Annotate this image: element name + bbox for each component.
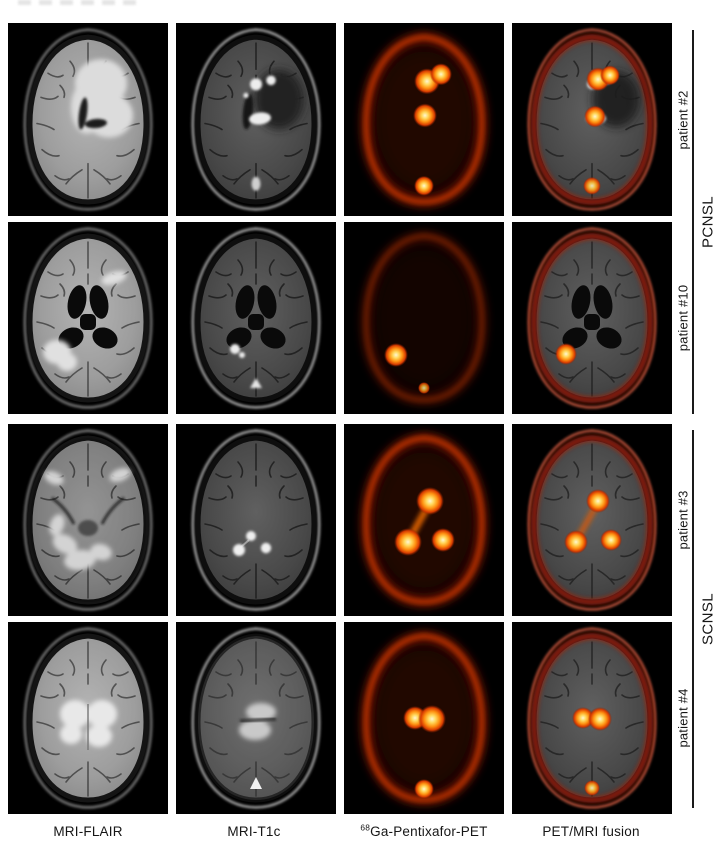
column-label-pet-mri-fusion: PET/MRI fusion (542, 824, 640, 839)
scan-pet-patient-4 (344, 622, 504, 814)
column-label-mri-t1c: MRI-T1c (227, 824, 281, 839)
group-label-scnsl: SCNSL (699, 592, 717, 646)
scan-mri-t1c-patient-4 (176, 622, 336, 814)
group-label-pcnsl: PCNSL (699, 195, 717, 249)
scan-pet-patient-3 (344, 424, 504, 616)
scan-pet-patient-10 (344, 222, 504, 414)
group-bracket-pcnsl (692, 30, 694, 414)
scan-mri-flair-patient-4 (8, 622, 168, 814)
scan-mri-t1c-patient-10 (176, 222, 336, 414)
pet-label-text: Ga-Pentixafor-PET (370, 824, 488, 839)
scan-fusion-patient-3 (512, 424, 672, 616)
scan-mri-flair-patient-10 (8, 222, 168, 414)
scan-mri-flair-patient-3 (8, 424, 168, 616)
scan-mri-t1c-patient-2 (176, 23, 336, 216)
group-bracket-scnsl (692, 430, 694, 808)
isotope-superscript: 68 (360, 822, 371, 833)
scan-fusion-patient-2 (512, 23, 672, 216)
patient-label-10: patient #10 (675, 284, 691, 352)
column-label-pentixafor-pet: 68Ga-Pentixafor-PET (360, 822, 488, 839)
scan-pet-patient-2 (344, 23, 504, 216)
patient-label-3: patient #3 (675, 490, 691, 550)
scan-mri-flair-patient-2 (8, 23, 168, 216)
patient-label-2: patient #2 (675, 90, 691, 150)
column-label-mri-flair: MRI-FLAIR (53, 824, 123, 839)
scan-mri-t1c-patient-3 (176, 424, 336, 616)
patient-label-4: patient #4 (675, 688, 691, 748)
scan-fusion-patient-4 (512, 622, 672, 814)
scan-fusion-patient-10 (512, 222, 672, 414)
cropped-text-artifact (18, 0, 136, 5)
